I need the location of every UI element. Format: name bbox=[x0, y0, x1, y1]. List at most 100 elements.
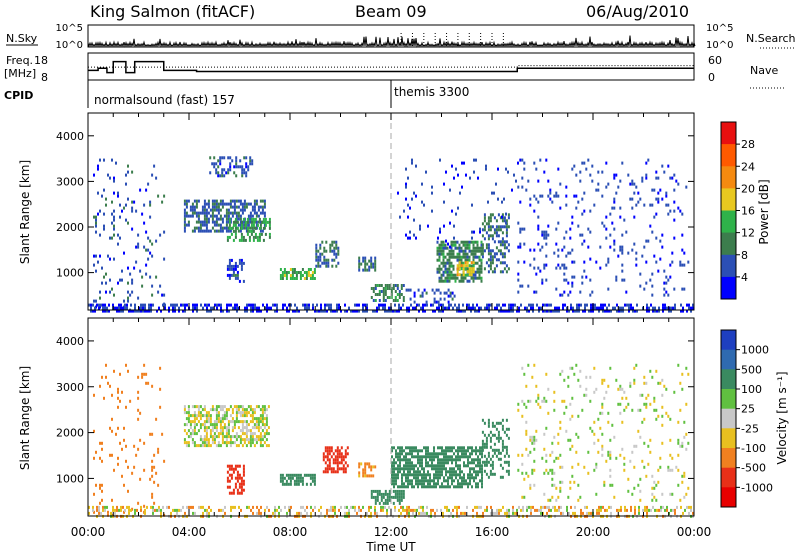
power-cell bbox=[651, 293, 654, 297]
colorbar-swatch bbox=[721, 232, 736, 256]
power-cell bbox=[499, 243, 502, 247]
power-cell bbox=[667, 203, 670, 207]
velocity-cell bbox=[245, 426, 248, 430]
power-cell bbox=[256, 223, 259, 227]
velocity-cell bbox=[505, 445, 508, 449]
velocity-cell bbox=[451, 470, 453, 474]
power-cell bbox=[503, 246, 506, 250]
power-cell bbox=[388, 287, 391, 290]
power-cell bbox=[180, 303, 182, 307]
power-cell bbox=[384, 299, 387, 302]
power-cell bbox=[386, 287, 389, 290]
power-cell bbox=[526, 309, 528, 313]
velocity-cell bbox=[399, 467, 401, 471]
power-cell bbox=[187, 199, 190, 203]
power-cell bbox=[606, 309, 608, 313]
power-cell bbox=[474, 261, 477, 265]
velocity-cell bbox=[224, 505, 226, 509]
velocity-cell bbox=[251, 438, 254, 442]
power-cell bbox=[657, 197, 660, 201]
power-cell bbox=[250, 232, 253, 236]
velocity-cell bbox=[685, 402, 688, 406]
velocity-cell bbox=[427, 461, 429, 465]
power-cell bbox=[93, 299, 95, 303]
colorbar-swatch bbox=[721, 487, 736, 508]
power-cell bbox=[460, 255, 463, 259]
power-cell bbox=[316, 303, 318, 307]
power-cell bbox=[135, 260, 138, 264]
power-cell bbox=[438, 252, 441, 256]
velocity-cell bbox=[330, 446, 333, 450]
velocity-cell bbox=[221, 435, 224, 439]
power-cell bbox=[486, 306, 488, 310]
power-cell bbox=[619, 206, 622, 210]
power-cell bbox=[205, 214, 208, 218]
velocity-cell bbox=[251, 432, 254, 436]
velocity-cell bbox=[552, 505, 554, 509]
velocity-cell bbox=[451, 446, 453, 450]
power-cell bbox=[168, 306, 170, 310]
power-cell bbox=[200, 303, 202, 307]
power-cell bbox=[368, 268, 371, 272]
power-cell bbox=[529, 197, 532, 201]
velocity-cell bbox=[455, 455, 457, 459]
velocity-cell bbox=[239, 429, 242, 433]
velocity-cell bbox=[405, 458, 407, 462]
power-cell bbox=[521, 185, 524, 189]
velocity-cell bbox=[411, 455, 413, 459]
velocity-cell bbox=[525, 429, 528, 433]
velocity-cell bbox=[525, 420, 528, 424]
power-cell bbox=[444, 279, 447, 283]
power-cell bbox=[99, 290, 101, 294]
power-cell bbox=[161, 200, 164, 204]
velocity-cell bbox=[380, 492, 383, 496]
power-cell bbox=[487, 258, 490, 262]
velocity-cell bbox=[498, 508, 500, 512]
power-cell bbox=[162, 303, 164, 307]
power-cell bbox=[103, 212, 105, 216]
power-cell bbox=[487, 252, 490, 256]
velocity-cell bbox=[435, 476, 437, 480]
power-cell bbox=[170, 303, 172, 307]
velocity-cell bbox=[229, 414, 232, 418]
power-cell bbox=[201, 211, 204, 215]
velocity-cell bbox=[211, 429, 214, 433]
power-cell bbox=[259, 229, 262, 233]
power-cell bbox=[98, 303, 100, 307]
velocity-cell bbox=[655, 483, 658, 487]
velocity-cell bbox=[607, 453, 610, 457]
velocity-cell bbox=[232, 491, 235, 495]
velocity-cell bbox=[211, 426, 214, 430]
power-cell bbox=[646, 306, 648, 310]
power-cell bbox=[257, 208, 260, 212]
velocity-cell bbox=[139, 477, 142, 481]
power-cell bbox=[443, 297, 446, 301]
power-cell bbox=[517, 272, 520, 276]
velocity-cell bbox=[219, 426, 222, 430]
velocity-cell bbox=[463, 476, 465, 480]
velocity-cell bbox=[225, 429, 228, 433]
velocity-cell bbox=[554, 505, 556, 509]
velocity-cell bbox=[461, 470, 463, 474]
velocity-cell bbox=[461, 479, 463, 483]
velocity-cell bbox=[463, 482, 465, 486]
velocity-cell bbox=[692, 511, 694, 515]
velocity-cell bbox=[471, 458, 473, 462]
velocity-cell bbox=[288, 508, 290, 512]
power-cell bbox=[250, 217, 253, 221]
velocity-cell bbox=[293, 479, 296, 483]
power-cell bbox=[468, 303, 470, 307]
power-cell bbox=[380, 303, 382, 307]
velocity-cell bbox=[497, 457, 500, 461]
power-cell bbox=[207, 205, 210, 209]
power-cell bbox=[232, 223, 235, 227]
power-cell bbox=[472, 252, 475, 256]
velocity-cell bbox=[326, 470, 329, 474]
velocity-cell bbox=[263, 411, 266, 415]
power-cell bbox=[208, 309, 210, 313]
velocity-cell bbox=[479, 479, 481, 483]
power-cell bbox=[572, 306, 574, 310]
power-cell bbox=[331, 240, 334, 244]
power-cell bbox=[589, 209, 592, 213]
power-cell bbox=[336, 309, 338, 313]
